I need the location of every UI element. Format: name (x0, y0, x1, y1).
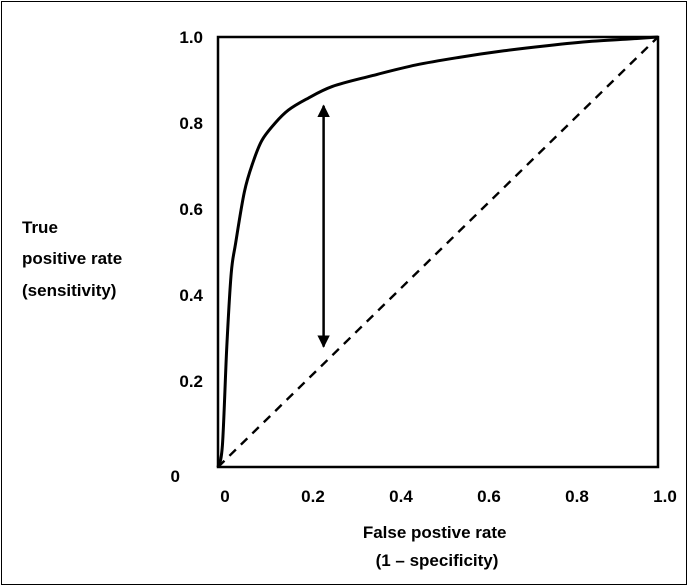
x-tick-label: 0.6 (477, 487, 501, 506)
y-tick-label: 0.2 (179, 372, 203, 391)
y-tick-label: 0 (171, 467, 180, 486)
x-axis-label: False postive rate (1 – specificity) (363, 523, 511, 570)
x-axis-label-line: (1 – specificity) (376, 551, 499, 570)
x-tick-label: 1.0 (653, 487, 677, 506)
y-axis-label-line: positive rate (22, 249, 122, 268)
roc-curve-line (216, 35, 659, 468)
x-tick-labels: 0 0.2 0.4 0.6 0.8 1.0 (220, 487, 677, 506)
y-axis-label-line: True (22, 218, 58, 237)
y-axis-label: True positive rate (sensitivity) (22, 218, 127, 300)
x-tick-label: 0 (220, 487, 229, 506)
y-axis-label-line: (sensitivity) (22, 281, 116, 300)
x-tick-label: 0.4 (389, 487, 413, 506)
y-tick-label: 0.4 (179, 286, 203, 305)
y-tick-labels: 0 0.2 0.4 0.6 0.8 1.0 (171, 28, 204, 486)
y-tick-label: 1.0 (179, 28, 203, 47)
chance-diagonal-line (217, 36, 659, 468)
x-tick-label: 0.8 (565, 487, 589, 506)
plot-area-border (216, 35, 660, 469)
x-axis-label-line: False postive rate (363, 523, 507, 542)
series-layer (216, 35, 659, 468)
y-tick-label: 0.8 (179, 114, 203, 133)
y-tick-label: 0.6 (179, 200, 203, 219)
x-tick-label: 0.2 (301, 487, 325, 506)
